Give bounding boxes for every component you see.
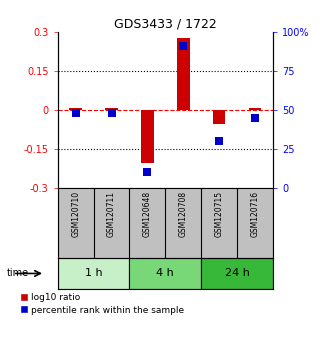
Text: GSM120710: GSM120710 (71, 191, 80, 237)
Text: GSM120711: GSM120711 (107, 191, 116, 237)
Title: GDS3433 / 1722: GDS3433 / 1722 (114, 18, 217, 31)
Text: 4 h: 4 h (156, 268, 174, 279)
FancyBboxPatch shape (129, 258, 201, 289)
Bar (249, 108, 261, 110)
Text: time: time (6, 268, 29, 279)
Text: 24 h: 24 h (225, 268, 249, 279)
Point (216, 138, 221, 144)
Text: GSM120648: GSM120648 (143, 191, 152, 237)
Point (109, 110, 114, 116)
Point (252, 115, 257, 120)
Point (145, 169, 150, 175)
Bar (141, 110, 154, 163)
Bar (177, 38, 189, 110)
Text: 1 h: 1 h (85, 268, 102, 279)
Bar (105, 108, 118, 110)
Point (181, 43, 186, 49)
FancyBboxPatch shape (58, 258, 129, 289)
Text: GSM120715: GSM120715 (214, 191, 224, 237)
Text: GSM120716: GSM120716 (250, 191, 259, 237)
Bar (69, 108, 82, 110)
Bar (213, 110, 225, 124)
FancyBboxPatch shape (201, 258, 273, 289)
Point (73, 110, 78, 116)
Text: GSM120708: GSM120708 (179, 191, 188, 237)
Legend: log10 ratio, percentile rank within the sample: log10 ratio, percentile rank within the … (21, 293, 185, 315)
